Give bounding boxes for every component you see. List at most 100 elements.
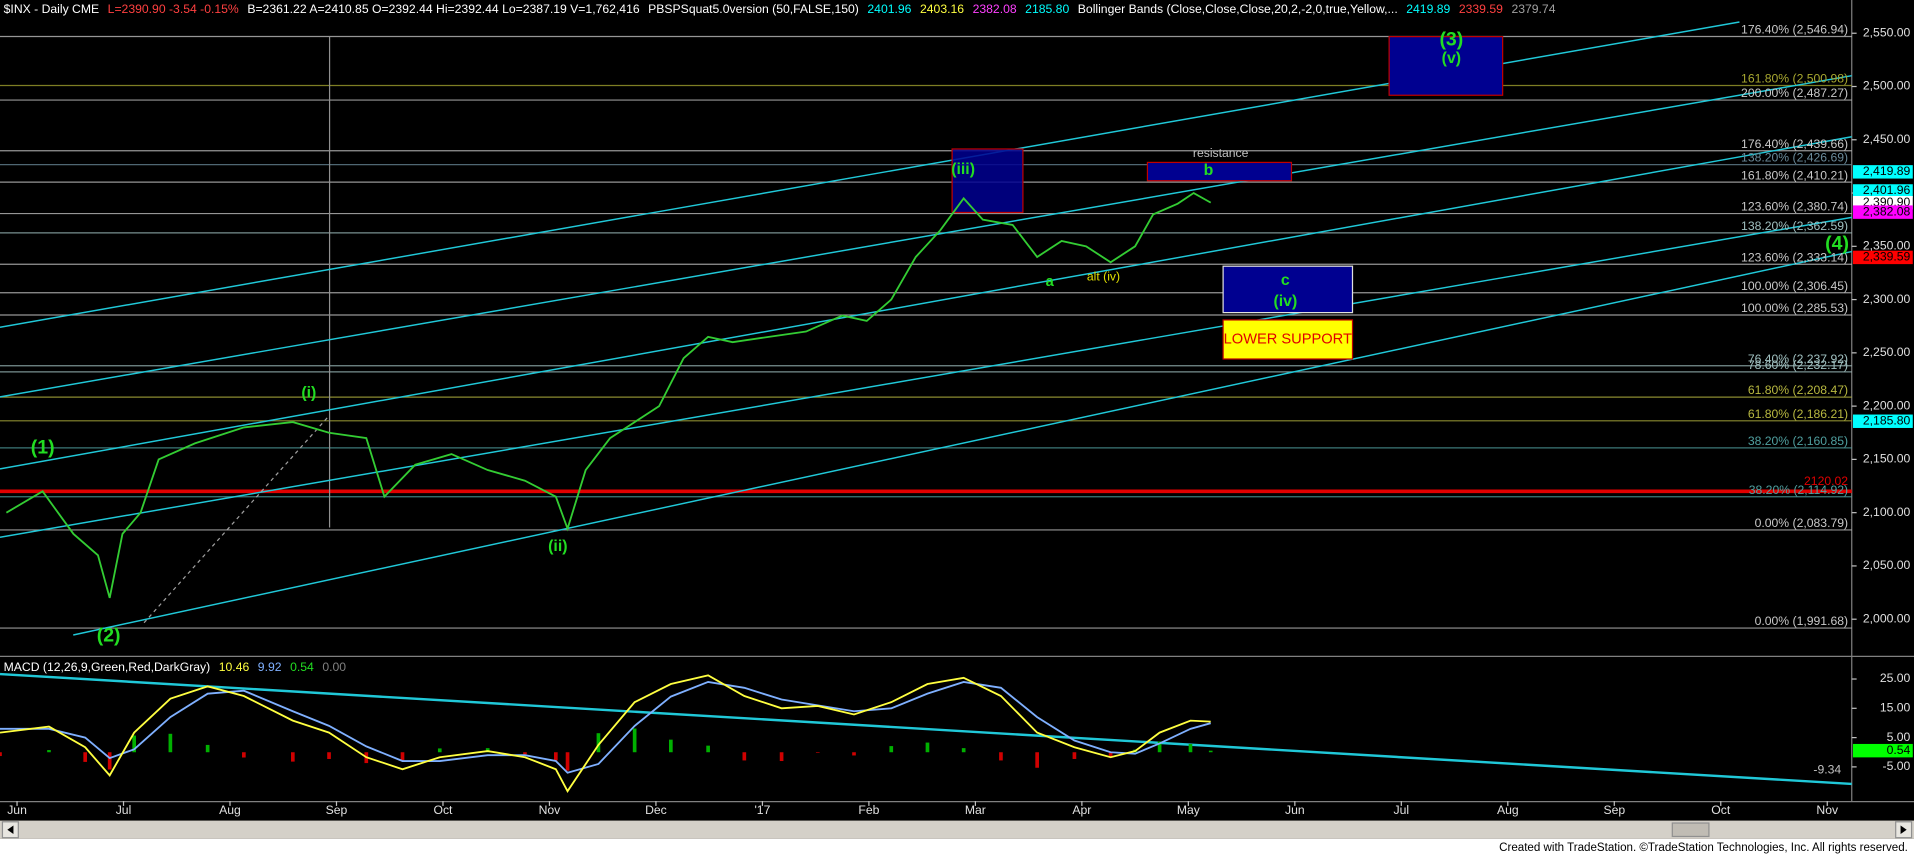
target-box [951, 148, 1024, 214]
header-item: L=2390.90 -3.54 -0.15% [108, 2, 239, 16]
text-layer: $INX - Daily CME L=2390.90 -3.54 -0.15% B=… [4, 2, 1913, 817]
fib-level-label: 138.20% (2,426.69) [1741, 151, 1848, 165]
annotation: (1) [31, 436, 55, 458]
histogram-bar [596, 733, 601, 753]
histogram-bar [925, 742, 930, 753]
channel-line [0, 216, 1852, 539]
header-item: 2419.89 [1406, 2, 1450, 16]
histogram-bar [742, 752, 747, 761]
fib-level-label: 0.00% (2,083.79) [1755, 516, 1848, 530]
fib-level-label: 0.00% (1,991.68) [1755, 614, 1848, 628]
y-tick-label: 2,150.00 [1863, 452, 1911, 466]
axis-marker-label: 2,419.89 [1863, 164, 1911, 178]
y-tick-label: 2,550.00 [1863, 25, 1911, 39]
fib-level-label: 161.80% (2,410.21) [1741, 168, 1848, 182]
x-tick-label: Feb [858, 803, 879, 817]
fib-level-label: 200.00% (2,487.27) [1741, 86, 1848, 100]
x-tick-label: Mar [965, 803, 986, 817]
histogram-bar [242, 752, 246, 758]
annotation: (v) [1442, 50, 1461, 67]
annotation: (iii) [951, 161, 975, 178]
annotation: LOWER SUPPORT [1224, 331, 1352, 347]
x-tick-label: Nov [539, 803, 562, 817]
histogram-bar [632, 728, 637, 753]
annotation: (3) [1439, 28, 1463, 50]
scrollbar[interactable] [0, 820, 1914, 839]
fib-level-label: 76.40% (2,237.92) [1748, 352, 1848, 366]
histogram-bar [400, 752, 405, 761]
annotation: (iv) [1273, 293, 1297, 310]
histogram-bar [523, 752, 527, 755]
x-tick-label: Oct [1711, 803, 1731, 817]
header-item: Bollinger Bands (Close,Close,Close,20,2,… [1078, 2, 1398, 16]
dashed-trend [143, 414, 331, 624]
histogram-bar [852, 752, 856, 756]
histogram-bar [327, 752, 331, 759]
y-tick-label: -5.00 [1883, 759, 1911, 773]
annotation: (i) [301, 384, 316, 401]
header-item: 0.00 [322, 660, 346, 674]
series-line [0, 681, 1211, 774]
scroll-thumb[interactable] [1671, 822, 1710, 838]
histogram-bar [1035, 752, 1039, 768]
footer-bar [0, 838, 1914, 856]
histogram-bar [999, 752, 1003, 761]
channel-line [73, 250, 1852, 636]
fib-level-label: 123.60% (2,333.14) [1741, 250, 1848, 264]
axis-marker [1852, 184, 1913, 198]
y-tick-label: 2,000.00 [1863, 611, 1911, 625]
fib-level-label: 176.40% (2,439.66) [1741, 137, 1848, 151]
histogram-bar [1188, 744, 1193, 753]
histogram-bar [1208, 750, 1213, 753]
header-item: PBSPSquat5.0version (50,FALSE,150) [648, 2, 859, 16]
x-tick-label: May [1177, 803, 1201, 817]
histogram-bar [554, 752, 558, 761]
histogram-bar [83, 752, 88, 762]
macd-trend-line [0, 672, 1852, 786]
panel-header: $INX - Daily CME L=2390.90 -3.54 -0.15% B=… [4, 2, 1556, 16]
axis-marker [1852, 414, 1913, 428]
x-tick-label: Aug [219, 803, 241, 817]
header-item: 2382.08 [973, 2, 1017, 16]
annotation: c [1281, 272, 1290, 289]
fib-level-label: 61.80% (2,208.47) [1748, 383, 1848, 397]
fib-level-label: 161.80% (2,500.98) [1741, 72, 1848, 86]
fib-level-label: 100.00% (2,306.45) [1741, 279, 1848, 293]
annotation: a [1046, 274, 1055, 290]
x-tick-label: Dec [645, 803, 667, 817]
annotation: (2) [97, 624, 121, 646]
resistance-box [1146, 161, 1293, 182]
arrow-icon [1900, 825, 1907, 835]
header-item: 0.54 [290, 660, 314, 674]
axis-marker-label: 0.54 [1887, 743, 1911, 757]
axis-marker-label: 2,382.08 [1863, 204, 1911, 218]
y-tick-label: 15.00 [1880, 701, 1911, 715]
header-item: MACD (12,26,9,Green,Red,DarkGray) [4, 660, 211, 674]
histogram-bar [290, 752, 295, 762]
histogram-bar [0, 752, 2, 757]
histogram-bar [168, 733, 173, 753]
support-box [1222, 319, 1354, 360]
fib-level-label: 100.00% (2,285.53) [1741, 301, 1848, 315]
histogram-bar [437, 748, 442, 753]
histogram-bar [1108, 752, 1113, 758]
target-box [1222, 265, 1354, 314]
annotation: resistance [1193, 146, 1249, 160]
histogram-bar [107, 752, 112, 770]
header-item: $INX - Daily CME [4, 2, 99, 16]
x-tick-label: Apr [1072, 803, 1091, 817]
annotation: (ii) [548, 538, 567, 555]
axis-marker-label: 2,185.80 [1863, 413, 1911, 427]
header-item: 2339.59 [1459, 2, 1503, 16]
panel-header: MACD (12,26,9,Green,Red,DarkGray) 10.46 9.… [4, 660, 347, 674]
axis-marker-label: 2,339.59 [1863, 250, 1911, 264]
fib-level-label: 138.20% (2,362.59) [1741, 219, 1848, 233]
annotation: -9.34 [1813, 763, 1841, 777]
histogram-bar [1072, 752, 1077, 759]
reference-label: 2120.02 [1804, 474, 1848, 488]
header-item: 2185.80 [1025, 2, 1069, 16]
x-tick-label: Nov [1816, 803, 1839, 817]
y-tick-label: 2,450.00 [1863, 132, 1911, 146]
